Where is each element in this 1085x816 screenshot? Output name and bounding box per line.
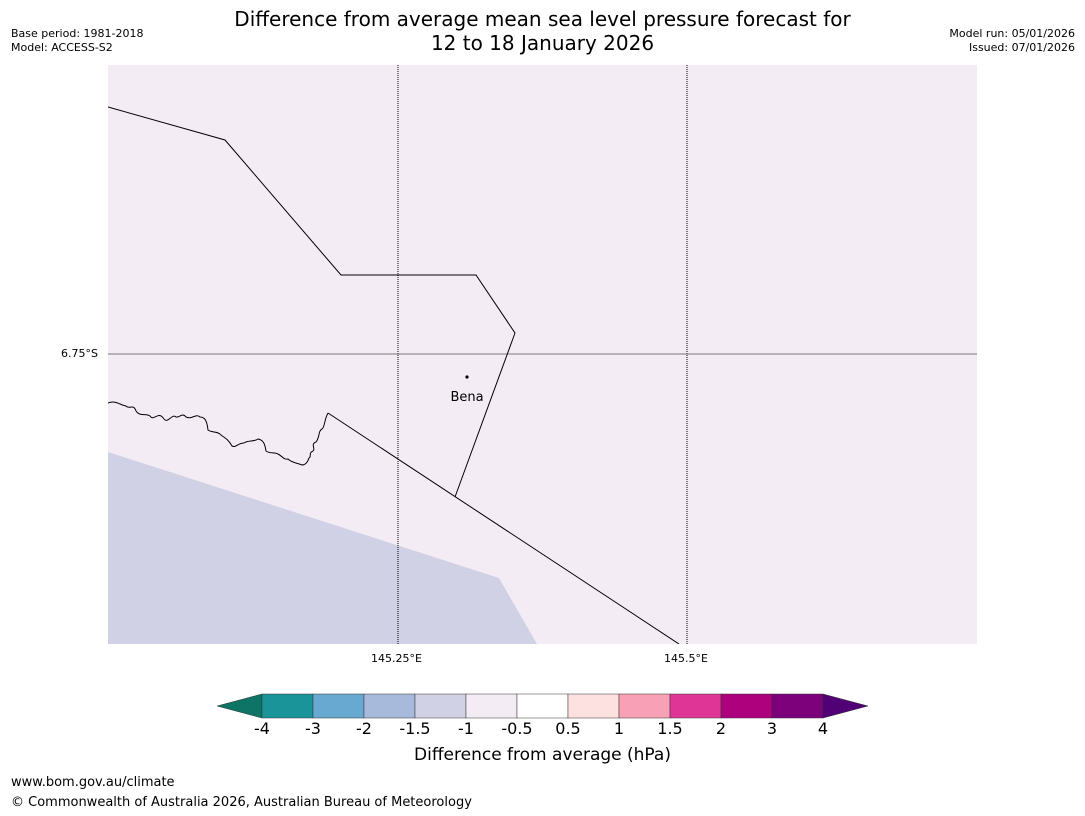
colorbar-tick-label: 2 [715,719,727,738]
colorbar-segment [516,693,569,719]
chart-title: Difference from average mean sea level p… [0,7,1085,55]
colorbar-tick-label: 1.5 [657,719,683,738]
province-boundary-south [327,412,680,644]
colorbar [216,693,869,719]
colorbar-tick-label: -2 [356,719,372,738]
colorbar-extend-low [216,693,263,719]
footer-url: www.bom.gov.au/climate [11,775,175,790]
colorbar-tick-label: -4 [254,719,270,738]
colorbar-segment [618,693,671,719]
map-panel: Bena [108,65,977,644]
colorbar-title: Difference from average (hPa) [414,745,671,765]
colorbar-tick-label: 1 [613,719,625,738]
colorbar-segment [669,693,722,719]
colorbar-tick-label: 4 [817,719,829,738]
longitude-label-2: 145.5°E [664,652,708,665]
colorbar-segment [312,693,365,719]
colorbar-segment [720,693,773,719]
place-label-bena: Bena [450,390,483,405]
colorbar-segment [414,693,467,719]
colorbar-tick-label: 3 [766,719,778,738]
footer-copyright: © Commonwealth of Australia 2026, Austra… [11,795,472,810]
model-label: Model: ACCESS-S2 [11,41,113,54]
title-line-1: Difference from average mean sea level p… [234,7,851,31]
longitude-label-1: 145.25°E [371,652,422,665]
latitude-label: 6.75°S [61,347,98,360]
header-right: Model run: 05/01/2026 Issued: 07/01/2026 [949,27,1075,55]
model-run-label: Model run: 05/01/2026 [949,27,1075,40]
colorbar-tick-label: 0.5 [555,719,581,738]
colorbar-segment [771,693,824,719]
colorbar-segment [363,693,416,719]
issued-label: Issued: 07/01/2026 [968,41,1075,54]
colorbar-tick-label: -0.5 [501,719,533,738]
bena-marker [465,375,469,379]
colorbar-segment [465,693,518,719]
negative-anomaly-region [108,452,537,644]
colorbar-tick-label: -1.5 [399,719,431,738]
colorbar-segment [261,693,314,719]
base-period-label: Base period: 1981-2018 [11,27,144,40]
coastline [108,401,329,466]
colorbar-segment [567,693,620,719]
header-left: Base period: 1981-2018 Model: ACCESS-S2 [11,27,143,55]
colorbar-extend-high [822,693,869,719]
title-line-2: 12 to 18 January 2026 [430,31,655,55]
colorbar-tick-label: -3 [305,719,321,738]
province-boundary [108,106,516,498]
colorbar-tick-label: -1 [458,719,474,738]
